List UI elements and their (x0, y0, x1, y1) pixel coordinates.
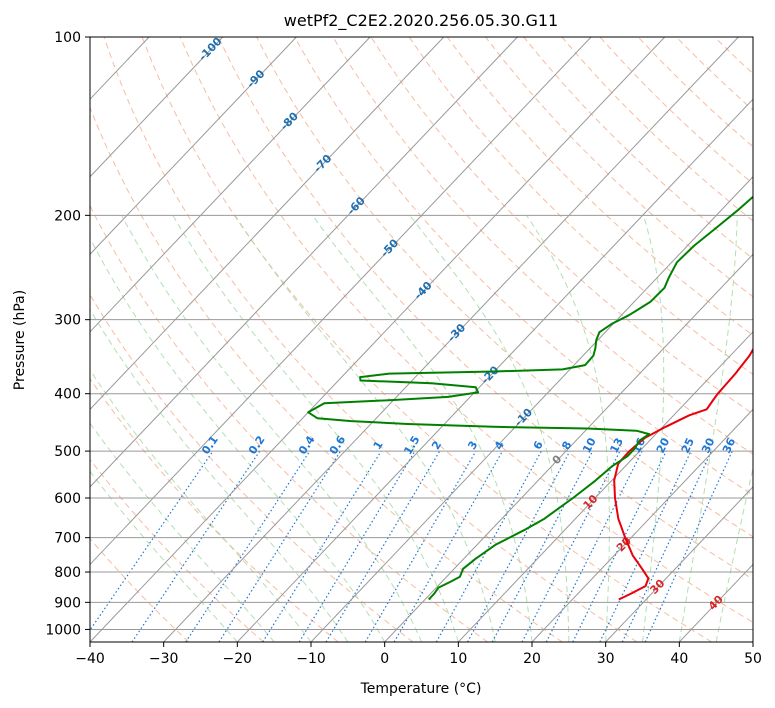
isotherm-line (457, 331, 753, 642)
temperature-line (613, 347, 753, 601)
dry-adiabat-line (141, 37, 712, 642)
y-axis: 100 200 300 400 500 600 700 800 900 1000 (45, 30, 90, 638)
moist-adiabat-line (90, 470, 238, 642)
moist-adiabat-line (121, 215, 422, 642)
mixing-ratio-lines (90, 450, 733, 642)
isobars (90, 37, 753, 630)
plot-frame (89, 36, 754, 643)
x-tick-label: −20 (223, 651, 253, 667)
dry-adiabat-line (332, 37, 753, 455)
y-tick-label: 200 (54, 208, 81, 224)
profile-lines (307, 195, 753, 601)
y-tick-label: 600 (54, 491, 81, 507)
isotherm-line (90, 37, 666, 642)
background-lines (90, 37, 753, 642)
mixing-ratio-line (364, 450, 477, 642)
mixing-ratio-line (644, 450, 733, 642)
mixing-ratio-line (393, 450, 504, 642)
mixing-ratio-line (218, 450, 342, 642)
x-tick-label: −40 (75, 651, 105, 667)
isotherm-line (384, 253, 753, 642)
y-tick-label: 100 (54, 30, 81, 46)
y-tick-label: 900 (54, 595, 81, 611)
mixing-ratio-line (599, 450, 692, 642)
x-tick-label: 0 (380, 651, 389, 667)
moist-adiabat-line (642, 215, 665, 642)
x-tick-label: −30 (149, 651, 179, 667)
moist-adiabats (90, 214, 753, 642)
moist-adiabat-line (90, 237, 386, 642)
x-axis: −40 −30 −20 −10 0 10 20 30 40 50 (75, 642, 762, 667)
isotherm-line (310, 176, 753, 642)
x-tick-label: −10 (296, 651, 326, 667)
mixing-ratio-line (325, 450, 441, 642)
x-tick-label: 40 (670, 651, 688, 667)
y-tick-label: 300 (54, 313, 81, 329)
isotherm-line (90, 37, 297, 256)
y-axis-label: Pressure (hPa) (12, 290, 28, 390)
moist-adiabat-line (90, 308, 349, 642)
isotherm-line (605, 486, 753, 642)
isotherm-line (531, 408, 753, 642)
mixing-ratio-line (262, 450, 382, 642)
mixing-ratio-label: 20 (654, 436, 673, 456)
mixing-ratio-label: 36 (720, 436, 738, 456)
mixing-ratio-line (435, 450, 542, 642)
x-axis-label: Temperature (°C) (360, 681, 482, 697)
y-tick-label: 500 (54, 444, 81, 460)
dry-adiabat-line (90, 106, 563, 642)
dry-adiabat-line (370, 37, 753, 415)
mixing-ratio-label: 25 (679, 436, 697, 455)
dry-adiabat-line (408, 37, 753, 375)
mixing-ratio-line (572, 450, 667, 642)
mixing-ratio-label: 10 (580, 435, 599, 455)
y-tick-label: 800 (54, 565, 81, 581)
x-tick-label: 10 (449, 651, 467, 667)
isotherm-line (90, 37, 224, 178)
isotherm-line (163, 37, 739, 642)
y-tick-label: 1000 (45, 622, 81, 638)
mixing-ratio-label: 30 (699, 436, 717, 456)
isotherms (90, 37, 753, 642)
dewpoint-line (307, 195, 753, 601)
moist-adiabat-line (90, 369, 312, 642)
mixing-ratio-line (466, 450, 571, 642)
x-tick-label: 30 (597, 651, 615, 667)
dry-adiabat-line (103, 37, 638, 642)
mixing-ratio-label: 13 (608, 436, 627, 456)
mixing-ratio-line (90, 450, 214, 632)
moist-adiabat-line (526, 215, 610, 642)
isotherm-line (236, 98, 753, 642)
dry-adiabat-line (90, 537, 190, 642)
mixing-ratio-line (298, 450, 416, 642)
dry-adiabat-line (294, 37, 753, 496)
moist-adiabat-line (678, 215, 738, 642)
mixing-ratio-line (621, 450, 713, 642)
x-tick-label: 20 (523, 651, 541, 667)
dry-adiabat-line (446, 37, 753, 336)
dry-adiabat-line (90, 204, 488, 642)
x-tick-label: 50 (744, 651, 762, 667)
isotherm-line (90, 37, 518, 488)
chart-title: wetPf2_C2E2.2020.256.05.30.G11 (284, 11, 558, 31)
dry-adiabat-line (90, 458, 264, 642)
dry-adiabat-line (179, 37, 753, 623)
moist-adiabat-line (312, 215, 533, 642)
isotherm-line (90, 37, 592, 566)
y-tick-label: 400 (54, 387, 81, 403)
isotherm-line (90, 37, 445, 411)
y-tick-label: 700 (54, 531, 81, 547)
isotherm-line (90, 37, 371, 333)
moist-adiabat-line (234, 215, 496, 642)
